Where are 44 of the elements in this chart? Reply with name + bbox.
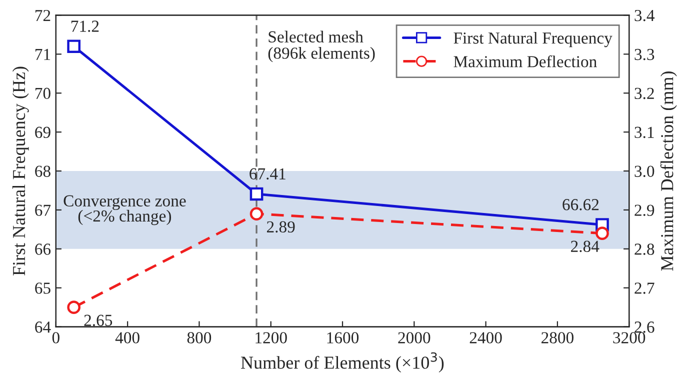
y-tick-label: 71 — [35, 48, 50, 60]
x-tick-label: 1200 — [256, 332, 287, 344]
data-label: 71.2 — [71, 20, 99, 32]
legend-label: First Natural Frequency — [454, 32, 612, 48]
y2-tick-label: 2.6 — [634, 322, 654, 333]
y-axis-title: First Natural Frequency (Hz) — [12, 66, 29, 276]
y2-tick-label: 3.3 — [634, 48, 654, 60]
y-tick-label: 69 — [35, 126, 50, 138]
y2-tick-label: 2.9 — [634, 204, 654, 216]
y2-tick-label: 3.0 — [634, 166, 654, 178]
band-label: Convergence zone (<2% change) — [64, 195, 186, 226]
y2-tick-label: 3.4 — [634, 10, 655, 22]
y2-tick-label: 2.8 — [634, 244, 654, 255]
x-tick-label: 2800 — [542, 332, 574, 344]
y2-tick-label: 2.7 — [634, 282, 654, 294]
point — [67, 300, 80, 314]
y2-tick-label: 3.1 — [634, 126, 654, 138]
x-tick-label: 800 — [187, 332, 212, 344]
y-tick-label: 66 — [35, 244, 51, 255]
x-tick-label: 400 — [115, 332, 140, 344]
x-tick-label: 0 — [52, 332, 60, 344]
data-label: 2.89 — [266, 221, 295, 233]
point — [67, 40, 80, 54]
x-axis-title: Number of Elements (×10$^{3}$) — [241, 352, 444, 372]
data-label: 2.84 — [571, 240, 600, 252]
y-tick-label: 72 — [35, 10, 50, 21]
y-tick-label: 65 — [35, 282, 50, 294]
x-tick-label: 1600 — [327, 332, 359, 344]
y-tick-label: 64 — [35, 322, 51, 333]
data-label: 66.62 — [562, 199, 599, 210]
y-tick-label: 67 — [35, 204, 51, 216]
y-tick-label: 70 — [35, 88, 50, 100]
point — [596, 226, 609, 240]
x-tick-label: 2000 — [398, 332, 430, 344]
y2-tick-label: 3.2 — [634, 88, 654, 100]
x-tick-label: 3200 — [613, 332, 646, 344]
y-tick-label: 68 — [35, 166, 50, 177]
ref-line-label: Selected mesh (896k elements) — [268, 30, 375, 62]
point — [250, 187, 264, 201]
y2-axis-title: Maximum Deflection (mm) — [660, 72, 677, 271]
x-tick-label: 2400 — [470, 332, 502, 344]
point — [250, 207, 264, 221]
data-label: 2.65 — [84, 314, 112, 326]
legend-label: Maximum Deflection — [454, 55, 597, 68]
